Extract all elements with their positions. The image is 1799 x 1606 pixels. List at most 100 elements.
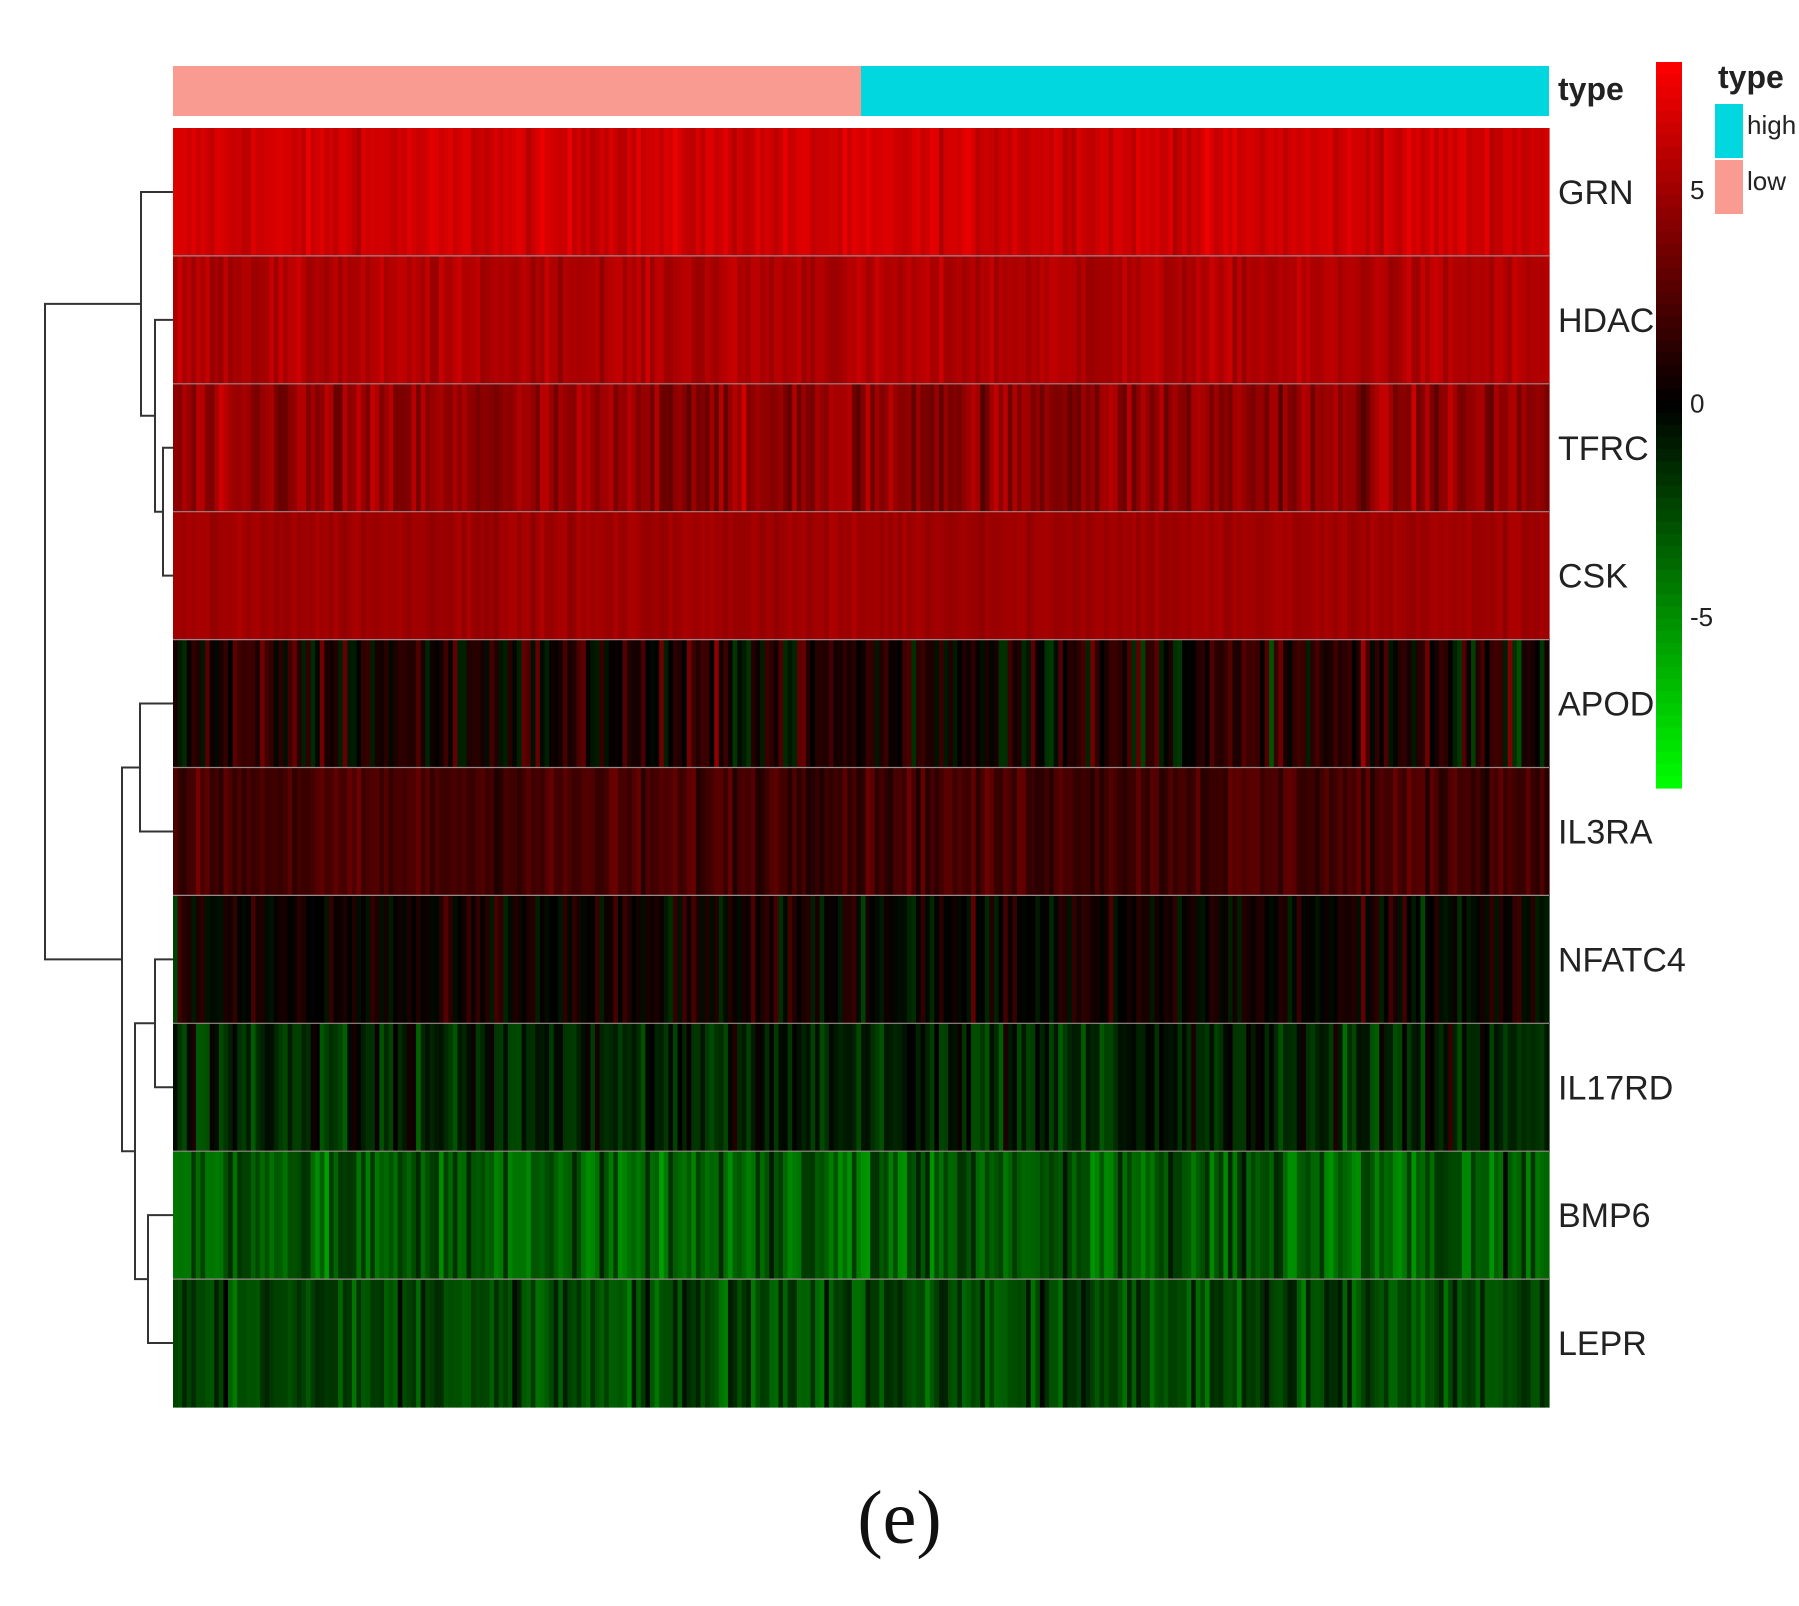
heatmap-cell [1269,1151,1275,1280]
heatmap-cell [750,1023,757,1152]
heatmap-cell [966,383,972,513]
heatmap-cell [402,1023,408,1152]
heatmap-cell [732,1151,738,1280]
heatmap-cell [416,639,422,769]
heatmap-cell [627,895,633,1024]
heatmap-cell [1448,511,1454,641]
heatmap-cell [1145,128,1151,257]
heatmap-cell [512,255,518,385]
heatmap-cell [1292,383,1298,513]
heatmap-cell [769,1279,775,1408]
heatmap-cell [1269,895,1275,1024]
annotation-group-low [173,66,861,116]
heatmap-cell [1016,1279,1023,1408]
heatmap-cell [810,383,816,513]
heatmap-cell [517,511,523,641]
heatmap-cell [310,1151,316,1280]
heatmap-cell [1535,895,1541,1024]
heatmap-cell [1287,767,1293,896]
heatmap-cell [287,639,293,769]
heatmap-cell [778,383,784,513]
heatmap-cell [351,639,358,769]
heatmap-cell [562,1023,569,1152]
heatmap-cell [1379,895,1385,1024]
heatmap-cell [420,255,426,385]
heatmap-cell [893,383,899,513]
heatmap-cell [443,383,449,513]
heatmap-cell [338,255,344,385]
heatmap-cell [1383,511,1390,641]
heatmap-cell [374,383,380,513]
heatmap-cell [594,767,601,896]
heatmap-cell [411,383,417,513]
heatmap-cell [388,128,394,257]
heatmap-cell [1099,1279,1105,1408]
heatmap-cell [1347,767,1353,896]
heatmap-cell [581,1279,587,1408]
heatmap-cell [874,767,880,896]
heatmap-cell [856,128,862,257]
heatmap-cell [269,511,275,641]
heatmap-cell [539,895,546,1024]
heatmap-cell [1434,1023,1440,1152]
heatmap-cell [755,383,761,513]
heatmap-cell [1333,895,1339,1024]
heatmap-cell [1163,511,1169,641]
heatmap-cell [764,1023,770,1152]
heatmap-cell [1117,383,1124,513]
heatmap-cell [1305,639,1312,769]
row-label-apod: APOD [1558,686,1654,724]
heatmap-cell [434,639,440,769]
heatmap-cell [1168,895,1174,1024]
heatmap-cell [195,511,202,641]
heatmap-cell [608,511,614,641]
heatmap-cell [1122,511,1128,641]
heatmap-cell [1049,1023,1055,1152]
heatmap-cell [1526,895,1532,1024]
heatmap-cell [994,511,1000,641]
heatmap-cell [1393,639,1399,769]
heatmap-cell [1512,128,1518,257]
heatmap-cell [1264,639,1270,769]
heatmap-cell [301,128,307,257]
heatmap-cell [1273,383,1279,513]
heatmap-cell [517,1023,523,1152]
heatmap-cell [1241,1279,1247,1408]
heatmap-cell [218,1279,225,1408]
heatmap-cell [237,383,243,513]
heatmap-cell [1136,767,1142,896]
heatmap-cell [1003,767,1009,896]
heatmap-cell [1016,1023,1023,1152]
heatmap-cell [640,1151,647,1280]
heatmap-cell [411,128,417,257]
heatmap-cell [237,1151,243,1280]
heatmap-cell [1438,639,1445,769]
heatmap-cell [1457,639,1463,769]
heatmap-cell [347,895,353,1024]
heatmap-cell [838,1023,844,1152]
heatmap-cell [938,128,945,257]
heatmap-cell [1315,1023,1321,1152]
heatmap-cell [636,511,642,641]
heatmap-cell [572,767,578,896]
heatmap-cell [264,1151,270,1280]
heatmap-cell [1493,1023,1500,1152]
heatmap-cell [292,895,298,1024]
heatmap-cell [539,1279,546,1408]
heatmap-cell [700,767,706,896]
heatmap-cell [494,1023,500,1152]
heatmap-cell [1480,767,1486,896]
heatmap-cell [200,128,206,257]
heatmap-cell [425,1023,431,1152]
heatmap-cell [801,895,807,1024]
heatmap-cell [760,383,766,513]
heatmap-cell [1237,511,1243,641]
heatmap-cell [1351,255,1357,385]
heatmap-cell [572,383,578,513]
heatmap-cell [1127,383,1133,513]
heatmap-cell [727,767,734,896]
heatmap-cell [1466,255,1472,385]
heatmap-cell [186,1023,192,1152]
heatmap-cell [250,128,257,257]
heatmap-cell [943,128,949,257]
